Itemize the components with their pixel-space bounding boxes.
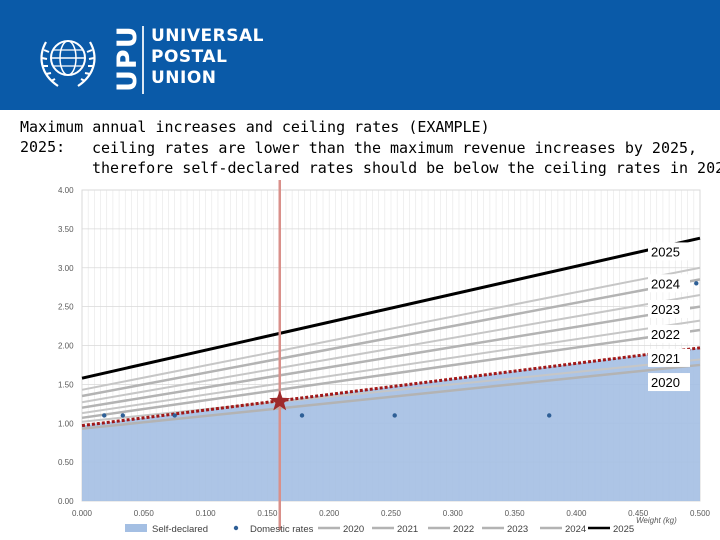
legend-marker <box>233 525 239 531</box>
series-line-2025 <box>81 236 701 380</box>
series-line-2020 <box>81 363 701 430</box>
subtitle-line: ceiling rates are lower than the maximum… <box>92 139 698 157</box>
x-tick-label: 0.000 <box>72 509 93 518</box>
series-label-box <box>648 242 690 261</box>
org-name-line: UNION <box>151 68 217 88</box>
self-declared-area <box>82 347 700 501</box>
series-line-2023 <box>81 305 701 409</box>
series-line-2024 <box>81 278 701 398</box>
series-label: 2021 <box>651 351 680 366</box>
rates-chart: 2025 2024 2023 2022 2021 2020 0.00 0.50 1.00 1.50… <box>58 180 711 535</box>
upu-emblem-icon <box>40 40 96 87</box>
x-tick-label: 0.350 <box>505 509 526 518</box>
legend-item: 2020 <box>318 524 364 535</box>
series-label: 2022 <box>651 327 680 342</box>
y-tick-label: 3.00 <box>58 264 74 273</box>
org-name-line: POSTAL <box>151 47 228 67</box>
highlight-star <box>269 390 291 411</box>
legend-label: Domestic rates <box>250 524 314 535</box>
y-tick-label: 2.00 <box>58 342 74 351</box>
series-label: 2023 <box>651 302 680 317</box>
subtitle-key: 2025: <box>20 138 66 156</box>
y-tick-label: 4.00 <box>58 186 74 195</box>
legend-label: 2021 <box>397 524 418 535</box>
domestic-rate-point <box>120 413 125 418</box>
legend-label: 2020 <box>343 524 364 535</box>
y-tick-label: 0.50 <box>58 458 74 467</box>
legend-item: Domestic rates <box>233 524 314 535</box>
legend-swatch <box>125 524 147 532</box>
ceiling-guide-line <box>81 319 701 415</box>
legend-label: 2023 <box>507 524 528 535</box>
ceiling-guide-line <box>81 266 701 391</box>
y-tick-label: 1.00 <box>58 419 74 428</box>
x-tick-label: 0.200 <box>319 509 340 518</box>
y-tick-label: 3.50 <box>58 225 74 234</box>
legend-item: 2021 <box>372 524 418 535</box>
legend-item: 2023 <box>482 524 528 535</box>
series-line-2022 <box>81 328 701 420</box>
legend-item: 2024 <box>540 524 586 535</box>
domestic-rate-point <box>547 413 552 418</box>
domestic-rate-point <box>299 413 305 418</box>
series-label-box <box>648 274 690 293</box>
ceiling-guide-line <box>81 358 701 423</box>
domestic-rate-point <box>392 413 397 418</box>
y-tick-label: 2.50 <box>58 303 74 312</box>
org-name-line: UNIVERSAL <box>151 26 264 46</box>
legend-label: Self-declared <box>152 524 208 535</box>
series-label: 2024 <box>651 276 680 291</box>
series-label-box <box>648 324 690 343</box>
y-tick-label: 0.00 <box>58 497 74 506</box>
series-line-2021 <box>81 346 701 428</box>
x-tick-label: 0.300 <box>443 509 464 518</box>
x-tick-label: 0.050 <box>134 509 155 518</box>
subtitle-text: ceiling rates are lower than the maximum… <box>92 138 720 178</box>
x-tick-label: 0.400 <box>566 509 587 518</box>
upu-logotype: UPU <box>112 28 142 92</box>
x-tick-label: 0.150 <box>257 509 278 518</box>
logo-divider <box>142 26 144 94</box>
legend-item: Self-declared <box>125 524 208 535</box>
legend-item: 2025 <box>588 524 634 535</box>
legend-label: 2025 <box>613 524 634 535</box>
x-tick-label: 0.450 <box>628 509 649 518</box>
x-tick-label: 0.500 <box>690 509 711 518</box>
logo-acronym: UPU <box>112 28 142 92</box>
series-label: 2020 <box>651 375 680 390</box>
x-tick-label: 0.250 <box>381 509 402 518</box>
series-label: 2025 <box>651 244 680 259</box>
series-label-box <box>648 348 690 367</box>
domestic-rate-point <box>102 413 107 418</box>
slide-title: Maximum annual increases and ceiling rat… <box>20 118 490 136</box>
domestic-rate-point <box>172 413 177 418</box>
y-tick-label: 1.50 <box>58 380 74 389</box>
x-axis-label: Weight (kg) <box>636 516 677 525</box>
legend-label: 2022 <box>453 524 474 535</box>
org-name: UNIVERSAL POSTAL UNION <box>151 26 264 89</box>
series-label-box <box>648 299 690 318</box>
subtitle-line: therefore self-declared rates should be … <box>92 159 720 177</box>
x-tick-label: 0.100 <box>196 509 217 518</box>
legend-item: 2022 <box>428 524 474 535</box>
header-banner: UPU UNIVERSAL POSTAL UNION <box>0 0 720 110</box>
series-label-box <box>648 373 690 392</box>
domestic-rate-point <box>694 281 699 286</box>
ceiling-guide-line <box>81 293 701 404</box>
legend-label: 2024 <box>565 524 586 535</box>
